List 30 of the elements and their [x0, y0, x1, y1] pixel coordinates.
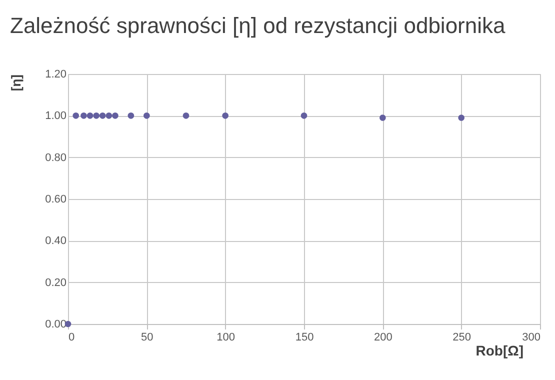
point [144, 112, 150, 119]
x-tick-label: 0 [68, 332, 75, 344]
y-tick-label: 1.20 [45, 68, 66, 80]
y-tick-label: 0.40 [45, 235, 66, 248]
y-tick-label: 0.60 [45, 194, 66, 206]
y-tick-label: 0.20 [45, 276, 66, 289]
point [106, 112, 112, 119]
point [222, 112, 228, 119]
point [300, 112, 308, 119]
x-tick-label: 300 [522, 332, 540, 344]
x-tick-label: 150 [295, 332, 314, 344]
point [72, 112, 80, 119]
point [86, 112, 94, 119]
x-tick-label: 50 [141, 332, 154, 344]
y-axis-title: [η] [8, 74, 24, 92]
point [182, 112, 190, 119]
point [128, 112, 134, 119]
x-tick-label: 100 [216, 332, 236, 344]
point [380, 114, 386, 121]
point [99, 112, 106, 119]
point [93, 112, 100, 119]
chart-title: Zależność sprawności [η] od rezystancji odbiornika [10, 13, 506, 38]
y-tick-label: 0.80 [45, 152, 66, 164]
y-tick-label: 1.00 [45, 110, 66, 122]
point [80, 112, 87, 119]
x-axis-title: Rob[Ω] [476, 342, 524, 358]
point [458, 114, 464, 121]
x-tick-label: 250 [452, 332, 472, 344]
x-tick-label: 200 [374, 332, 392, 344]
point [112, 112, 118, 119]
